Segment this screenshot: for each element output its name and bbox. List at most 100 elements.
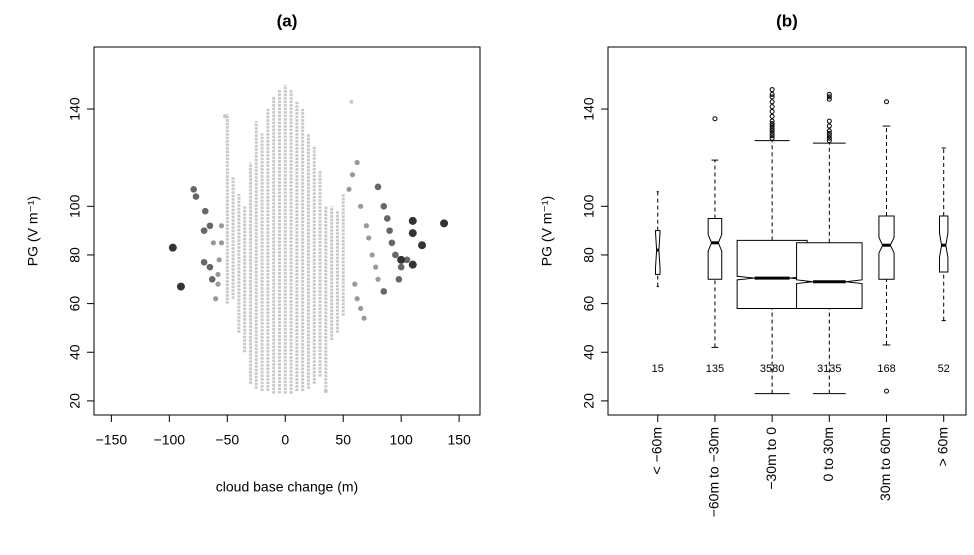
x-tick-label: < −60m bbox=[648, 427, 664, 474]
point bbox=[397, 263, 405, 271]
outlier bbox=[769, 108, 775, 114]
y-tick-label: 20 bbox=[67, 393, 83, 409]
point bbox=[375, 276, 381, 282]
point bbox=[366, 235, 372, 241]
outlier bbox=[826, 128, 832, 134]
point bbox=[373, 264, 379, 270]
point bbox=[213, 296, 219, 302]
outlier bbox=[769, 125, 775, 131]
point bbox=[354, 159, 360, 166]
point bbox=[218, 240, 225, 246]
box bbox=[707, 217, 723, 280]
point bbox=[374, 183, 382, 191]
point bbox=[346, 186, 352, 192]
x-tick-label: −50 bbox=[215, 432, 239, 448]
point bbox=[363, 223, 370, 229]
outlier bbox=[826, 133, 832, 139]
point bbox=[210, 240, 216, 246]
point bbox=[354, 296, 360, 302]
point bbox=[358, 203, 364, 209]
outlier bbox=[884, 388, 890, 394]
point bbox=[380, 288, 388, 295]
y-axis-label: PG (V m⁻¹) bbox=[539, 196, 555, 266]
x-tick-label: −150 bbox=[96, 432, 128, 448]
outlier bbox=[769, 133, 775, 139]
y-tick-label: 60 bbox=[67, 296, 83, 312]
outlier bbox=[884, 99, 890, 105]
outlier bbox=[769, 118, 775, 124]
point bbox=[201, 207, 209, 215]
outlier bbox=[826, 96, 832, 102]
point bbox=[408, 229, 417, 238]
x-tick-label: 150 bbox=[447, 432, 471, 448]
point bbox=[215, 281, 221, 287]
outlier bbox=[826, 123, 832, 129]
point bbox=[216, 257, 222, 263]
outlier bbox=[769, 99, 775, 105]
point bbox=[352, 281, 358, 287]
outlier bbox=[826, 130, 832, 136]
x-tick-label: > 60m bbox=[934, 427, 950, 466]
count-label: 15 bbox=[652, 363, 664, 375]
outlier bbox=[769, 121, 775, 127]
point bbox=[440, 219, 449, 228]
point bbox=[206, 222, 214, 230]
x-tick-label: 50 bbox=[335, 432, 351, 448]
count-label: 168 bbox=[877, 363, 895, 375]
point bbox=[190, 185, 197, 193]
x-axis-label: cloud base change (m) bbox=[216, 479, 358, 495]
count-label: 52 bbox=[938, 363, 950, 375]
count-label: 3580 bbox=[760, 363, 784, 375]
point bbox=[208, 275, 216, 283]
point bbox=[349, 172, 356, 178]
box bbox=[796, 242, 863, 309]
point bbox=[349, 99, 354, 104]
point bbox=[176, 282, 185, 291]
plot-box bbox=[607, 46, 967, 416]
outlier bbox=[769, 91, 775, 97]
point bbox=[380, 203, 388, 210]
y-tick-label: 40 bbox=[581, 344, 597, 360]
outlier bbox=[826, 138, 832, 144]
y-tick-label: 140 bbox=[581, 97, 597, 121]
point bbox=[418, 241, 427, 250]
y-tick-label: 60 bbox=[581, 296, 597, 312]
point bbox=[206, 263, 214, 271]
outlier bbox=[769, 104, 775, 110]
y-tick-label: 20 bbox=[581, 393, 597, 409]
y-axis-label: PG (V m⁻¹) bbox=[25, 196, 41, 266]
x-tick-label: 30m to 60m bbox=[877, 427, 893, 501]
point bbox=[388, 239, 396, 247]
x-tick-label: 0 bbox=[281, 432, 289, 448]
point bbox=[369, 252, 375, 258]
x-tick-label: 0 to 30m bbox=[820, 427, 836, 481]
count-label: 135 bbox=[706, 363, 724, 375]
point bbox=[386, 227, 393, 234]
point bbox=[392, 251, 399, 259]
count-label: 3135 bbox=[817, 363, 841, 375]
point bbox=[383, 215, 391, 222]
point bbox=[408, 216, 417, 225]
outlier bbox=[769, 128, 775, 134]
y-tick-label: 80 bbox=[67, 247, 83, 263]
box bbox=[654, 230, 661, 275]
x-tick-label: 100 bbox=[389, 432, 413, 448]
point bbox=[215, 271, 221, 278]
outlier bbox=[826, 94, 832, 100]
point bbox=[408, 260, 417, 269]
point bbox=[200, 227, 208, 234]
x-tick-label: −100 bbox=[154, 432, 186, 448]
y-tick-label: 40 bbox=[67, 344, 83, 360]
point bbox=[222, 114, 227, 119]
y-tick-label: 80 bbox=[581, 247, 597, 263]
outlier bbox=[826, 135, 832, 141]
point bbox=[395, 275, 403, 283]
outlier bbox=[769, 87, 775, 93]
point bbox=[168, 243, 177, 252]
y-tick-label: 140 bbox=[67, 97, 83, 121]
x-tick-label: −60m to −30m bbox=[706, 427, 722, 517]
plot-box bbox=[93, 46, 481, 416]
outlier bbox=[769, 123, 775, 129]
point bbox=[218, 223, 225, 229]
point bbox=[192, 193, 200, 200]
